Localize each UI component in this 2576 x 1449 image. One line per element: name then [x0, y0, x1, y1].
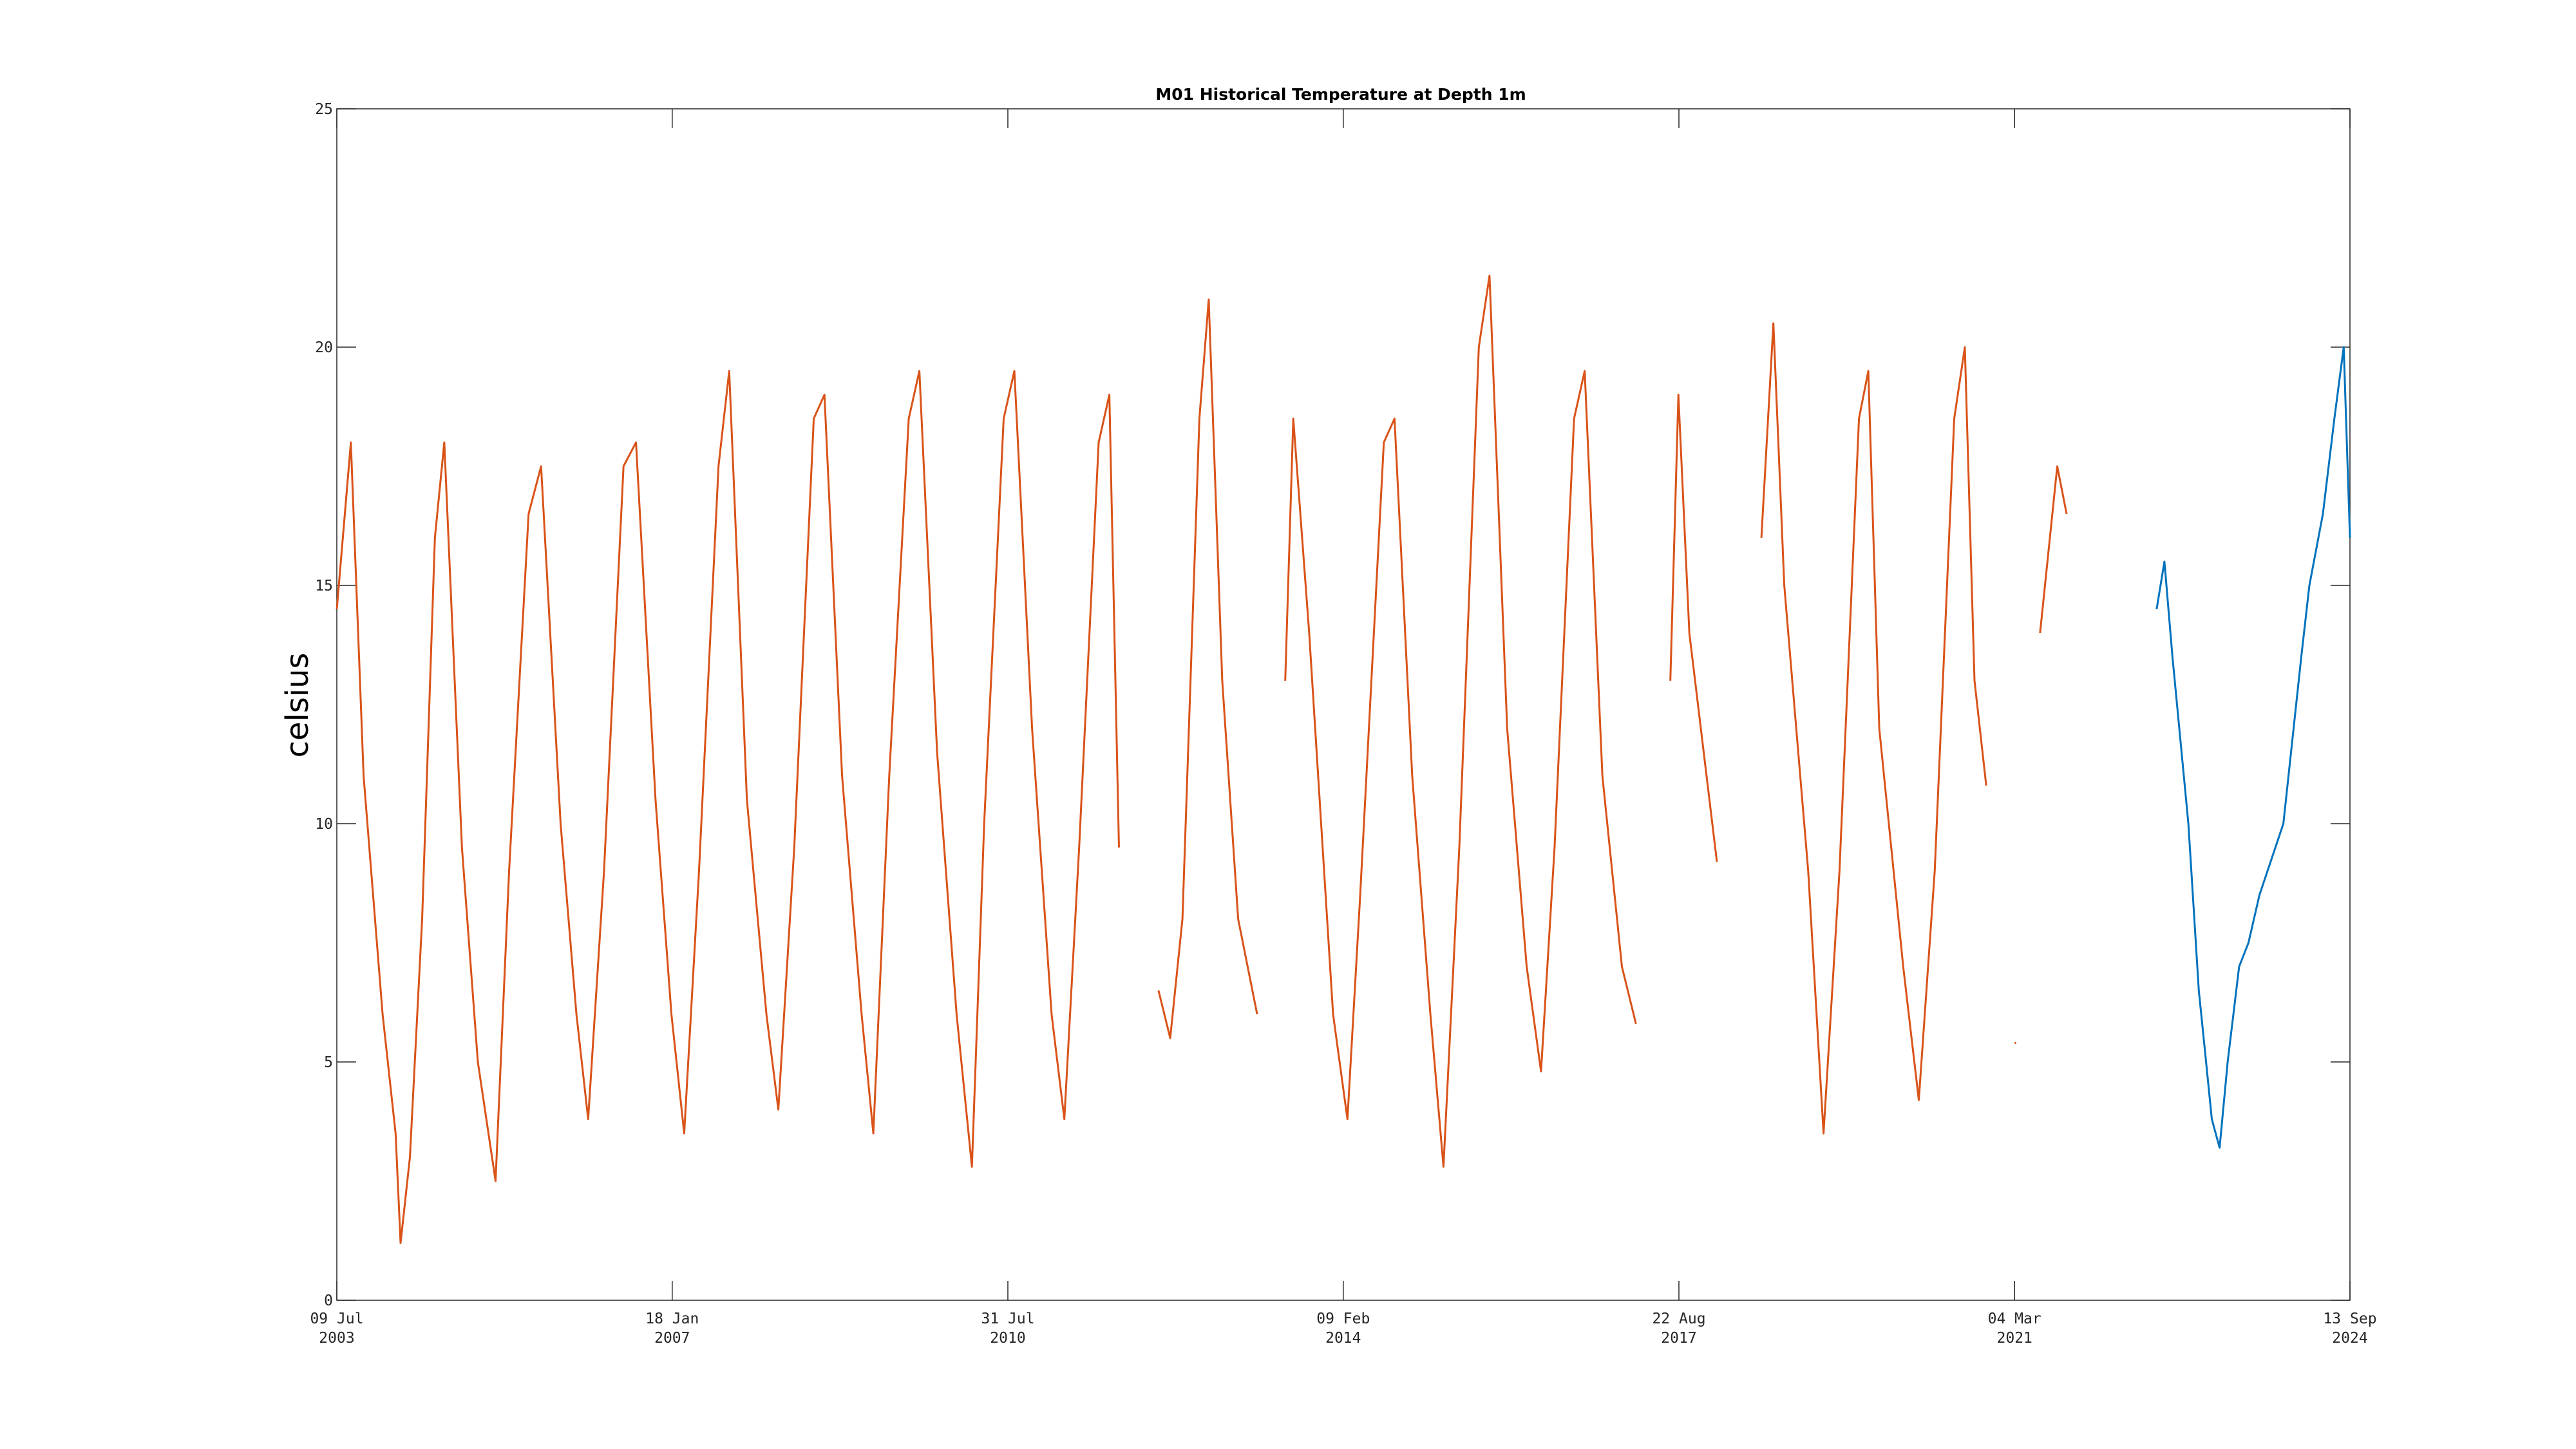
x-tick-label-date: 18 Jan — [645, 1311, 699, 1327]
x-tick-label-year: 2017 — [1661, 1330, 1696, 1347]
y-tick-label: 20 — [315, 339, 333, 356]
y-axis-ticks: 0 5 10 15 20 25 — [315, 101, 2350, 1309]
plot-area-frame — [336, 108, 2351, 1301]
x-tick-label-year: 2007 — [654, 1330, 690, 1347]
y-tick-label: 0 — [324, 1293, 333, 1309]
x-tick-label-year: 2010 — [990, 1330, 1025, 1347]
y-tick-label: 5 — [324, 1054, 333, 1071]
x-tick-label-date: 04 Mar — [1988, 1311, 2041, 1327]
x-tick-label-year: 2003 — [319, 1330, 354, 1347]
x-tick-label-date: 13 Sep — [2323, 1311, 2376, 1327]
data-series — [336, 274, 2351, 1244]
x-tick-label-year: 2024 — [2332, 1330, 2367, 1347]
x-tick-label-date: 09 Jul — [310, 1311, 363, 1327]
y-tick-label: 15 — [315, 578, 333, 594]
y-axis-label: celsius — [279, 652, 316, 757]
x-tick-label-year: 2021 — [1997, 1330, 2032, 1347]
series-line-2 — [2155, 346, 2351, 1149]
x-tick-label-date: 22 Aug — [1652, 1311, 1705, 1327]
x-tick-label-year: 2014 — [1325, 1330, 1361, 1347]
x-tick-label-date: 09 Feb — [1316, 1311, 1370, 1327]
chart-title: M01 Historical Temperature at Depth 1m — [1155, 85, 1526, 104]
y-tick-label: 10 — [315, 816, 333, 833]
y-tick-label: 25 — [315, 101, 333, 118]
series-line-1 — [336, 274, 2068, 1244]
x-tick-label-date: 31 Jul — [981, 1311, 1034, 1327]
